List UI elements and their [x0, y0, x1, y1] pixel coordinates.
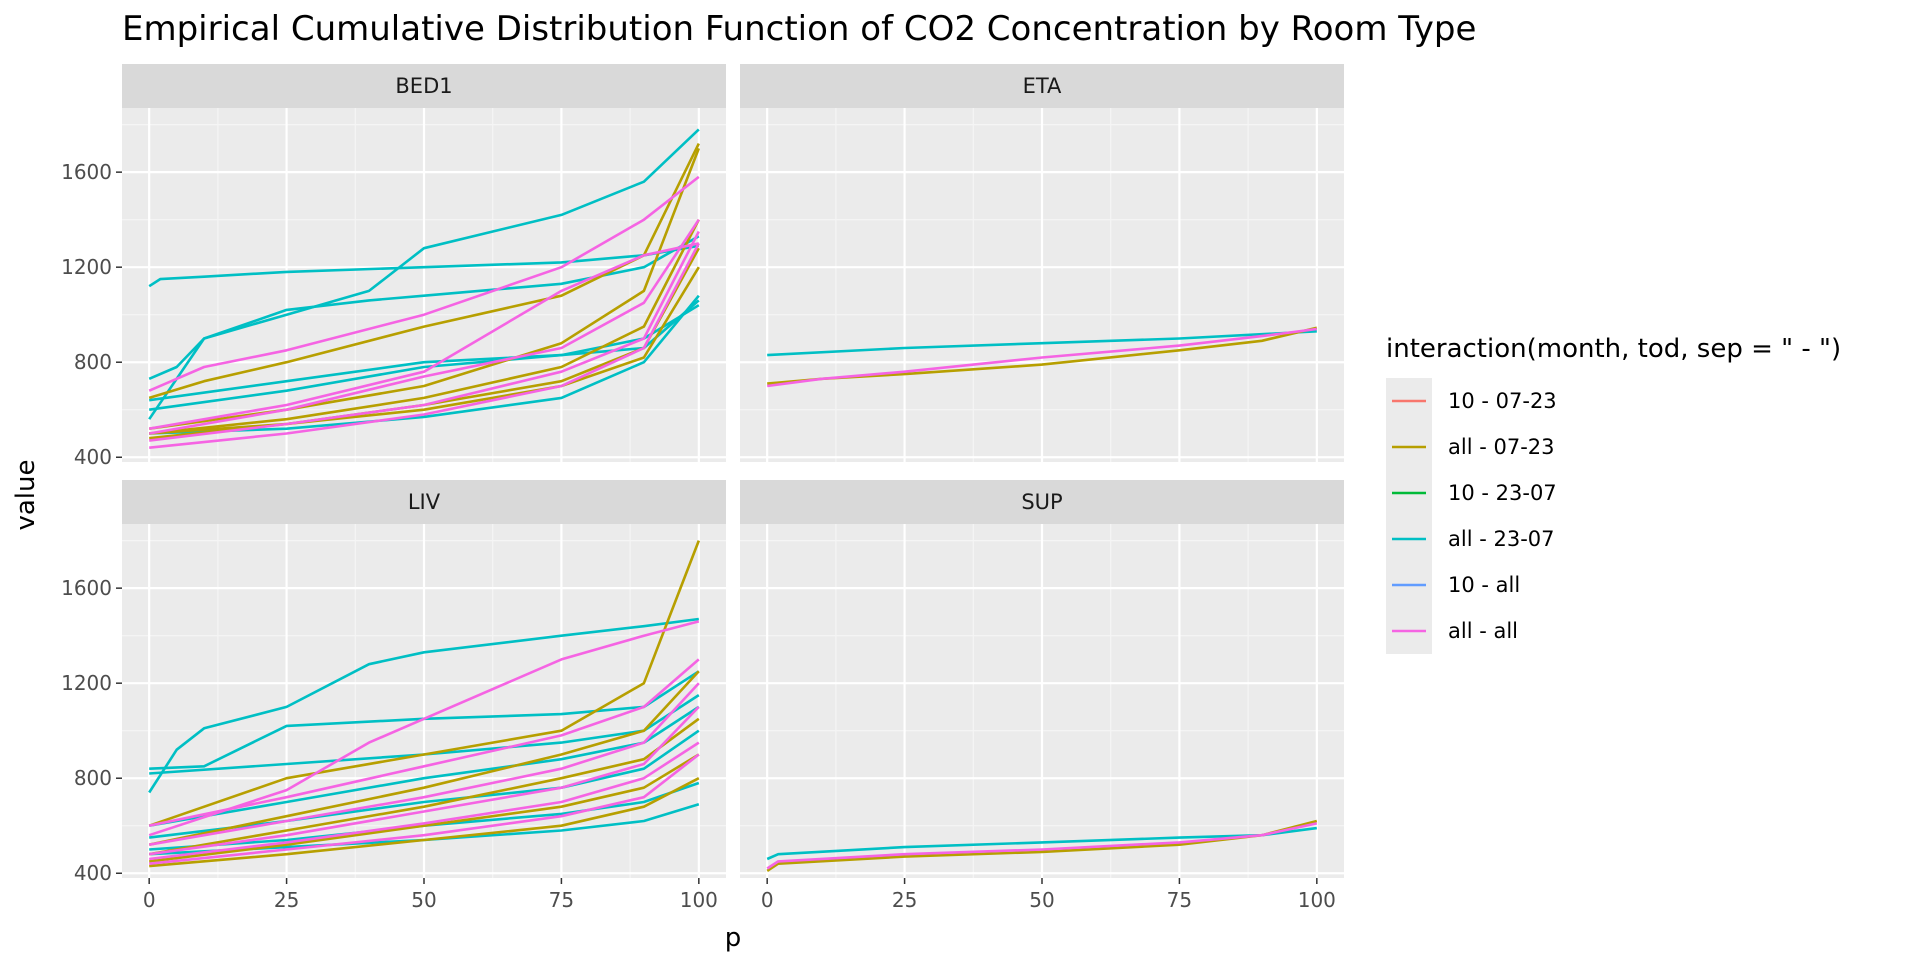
facet-strip-label: LIV [408, 490, 441, 514]
x-tick-label: 0 [761, 888, 774, 912]
facet-strip [740, 64, 1344, 108]
series-line [148, 717, 700, 856]
y-tick-label: 1600 [61, 576, 112, 600]
series-line [148, 620, 700, 837]
series-line [148, 218, 700, 435]
facet-panel-sup: SUP 0 25 50 75 100 [740, 480, 1344, 912]
series-line [149, 777, 700, 868]
series-line [149, 741, 700, 861]
x-tick-label: 25 [274, 888, 299, 912]
x-tick-label: 100 [680, 888, 718, 912]
facet-strip-label: ETA [1023, 74, 1062, 98]
series-line [767, 327, 1317, 388]
series-line [149, 230, 700, 442]
x-tick-label: 50 [411, 888, 436, 912]
y-tick-label: 800 [74, 766, 112, 790]
facet-panel-bed1: BED1 400 800 1200 1600 [61, 64, 726, 469]
series-line [149, 781, 700, 851]
series-line [148, 242, 700, 430]
legend: interaction(month, tod, sep = " - ") 10 … [1386, 334, 1841, 654]
series-line [149, 242, 700, 449]
legend-item: 10 - all [1386, 562, 1520, 608]
chart-title: Empirical Cumulative Distribution Functi… [122, 9, 1476, 49]
series-line [149, 705, 700, 856]
series-line [766, 822, 1318, 870]
y-tick-label: 800 [74, 350, 112, 374]
legend-label: all - 07-23 [1448, 435, 1555, 459]
facet-strip [740, 480, 1344, 524]
legend-label: all - all [1448, 619, 1518, 643]
facet-panel-eta: ETA [740, 64, 1344, 462]
y-tick-label: 400 [74, 861, 112, 885]
x-tick-label: 50 [1029, 888, 1054, 912]
series-line [767, 330, 1317, 357]
legend-item: 10 - 07-23 [1386, 378, 1557, 424]
series-line [148, 175, 700, 392]
facet-strip-label: SUP [1021, 490, 1062, 514]
x-axis-title: p [725, 923, 742, 953]
x-tick-label: 25 [892, 888, 917, 912]
x-tick-label: 75 [1167, 888, 1192, 912]
y-tick-label: 1200 [61, 255, 112, 279]
series-line [149, 753, 700, 863]
legend-label: 10 - 07-23 [1448, 389, 1557, 413]
legend-item: all - 07-23 [1386, 424, 1555, 470]
legend-label: all - 23-07 [1448, 527, 1555, 551]
series-line [148, 540, 701, 827]
x-tick-label: 0 [143, 888, 156, 912]
series-line [149, 294, 700, 435]
legend-keys: 10 - 07-23 all - 07-23 10 - 23-07 all - 23-… [1386, 378, 1557, 654]
series-line [148, 670, 700, 846]
legend-item: all - 23-07 [1386, 516, 1555, 562]
facet-strip-label: BED1 [395, 74, 452, 98]
series-line [148, 658, 700, 827]
facet-panel-liv: LIV 400 800 1200 1600 0 25 50 75 100 [61, 480, 726, 912]
series-line [148, 617, 699, 794]
series-line [148, 682, 700, 846]
y-tick-label: 1600 [61, 160, 112, 184]
x-tick-label: 75 [549, 888, 574, 912]
facet-panels: BED1 400 800 1200 1600 ETA LIV 400 800 1200 1600 0 2… [61, 64, 1344, 912]
y-tick-label: 1200 [61, 671, 112, 695]
legend-label: 10 - 23-07 [1448, 481, 1557, 505]
x-tick-label: 100 [1298, 888, 1336, 912]
facet-strip [122, 480, 726, 524]
series-line [149, 694, 700, 775]
series-line [148, 128, 700, 380]
series-line [149, 219, 700, 435]
facet-strip [122, 64, 726, 108]
legend-item: all - all [1386, 608, 1518, 654]
legend-item: 10 - 23-07 [1386, 470, 1557, 516]
series-line [148, 235, 700, 420]
series-line [148, 244, 700, 288]
y-tick-label: 400 [74, 445, 112, 469]
legend-label: 10 - all [1448, 573, 1520, 597]
series-line [148, 705, 700, 827]
y-axis-title: value [11, 459, 41, 530]
legend-title: interaction(month, tod, sep = " - ") [1386, 334, 1841, 364]
series-line [149, 753, 700, 865]
